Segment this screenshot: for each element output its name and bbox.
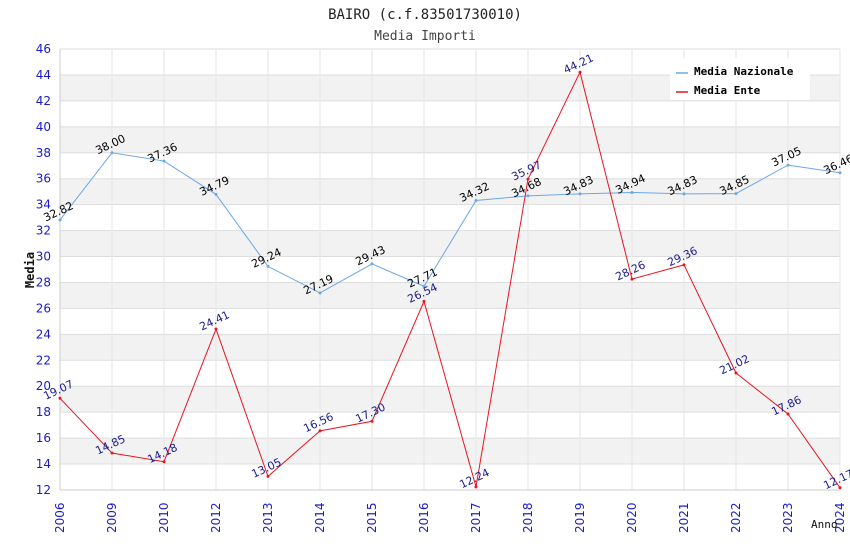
data-point-media-nazionale-2022 — [734, 192, 738, 196]
y-tick-label: 22 — [36, 353, 51, 367]
grid-band — [60, 178, 840, 205]
legend-label-media-nazionale: Media Nazionale — [694, 65, 794, 78]
x-tick-label-2014: 2014 — [313, 502, 327, 533]
x-tick-label-2015: 2015 — [365, 502, 379, 533]
x-tick-label-2019: 2019 — [573, 502, 587, 533]
data-point-media-ente-2019 — [578, 70, 582, 74]
x-tick-label-2016: 2016 — [417, 502, 431, 533]
data-point-media-ente-2015 — [370, 419, 374, 423]
y-tick-label: 18 — [36, 405, 51, 419]
data-point-media-ente-2016 — [422, 299, 426, 303]
x-tick-label-2021: 2021 — [677, 502, 691, 533]
y-tick-label: 30 — [36, 250, 51, 264]
data-point-media-nazionale-2019 — [578, 192, 582, 196]
chart-subtitle: Media Importi — [374, 29, 476, 44]
x-tick-label-2006: 2006 — [53, 502, 67, 533]
y-tick-labels: 12 14 16 18 20 22 24 26 28 30 32 34 36 38 40 42 44 46 — [36, 42, 51, 497]
y-tick-label: 32 — [36, 224, 51, 238]
grid-band — [60, 126, 840, 153]
grid-band — [60, 464, 840, 490]
x-tick-label-2013: 2013 — [261, 502, 275, 533]
x-tick-label-2017: 2017 — [469, 502, 483, 533]
data-point-media-nazionale-2016 — [422, 284, 426, 288]
x-tick-label-2018: 2018 — [521, 502, 535, 533]
data-point-media-nazionale-2020 — [630, 190, 634, 194]
data-point-media-nazionale-2023 — [786, 163, 790, 167]
grid-band — [60, 334, 840, 361]
y-tick-label: 34 — [36, 198, 51, 212]
data-point-media-nazionale-2017 — [474, 198, 478, 202]
x-tick-label-2023: 2023 — [781, 502, 795, 533]
y-tick-label: 36 — [36, 172, 51, 186]
series-line-media-nazionale — [59, 152, 841, 294]
x-tick-label-2022: 2022 — [729, 502, 743, 533]
y-tick-label: 12 — [36, 483, 51, 497]
data-point-media-nazionale-2006 — [58, 218, 62, 222]
y-tick-label: 14 — [36, 457, 51, 471]
legend-box — [670, 58, 810, 100]
chart-title: BAIRO (c.f.83501730010) — [328, 7, 522, 23]
grid-band — [60, 100, 840, 127]
x-tick-labels: 2006 2009 2010 2012 2013 2014 2015 2016 2017 2018… — [53, 502, 847, 533]
grid-band — [60, 360, 840, 387]
y-tick-label: 26 — [36, 301, 51, 315]
x-tick-label-2012: 2012 — [209, 502, 223, 533]
y-tick-label: 16 — [36, 431, 51, 445]
data-point-media-ente-2014 — [318, 429, 322, 433]
y-tick-label: 28 — [36, 275, 51, 289]
grid-bands — [60, 49, 840, 490]
data-point-media-nazionale-2024 — [838, 171, 842, 175]
data-point-media-ente-2010 — [162, 460, 166, 464]
data-point-media-ente-2023 — [786, 412, 790, 416]
data-point-media-ente-2009 — [110, 451, 114, 455]
y-tick-label: 42 — [36, 94, 51, 108]
y-tick-label: 20 — [36, 379, 51, 393]
grid-band — [60, 152, 840, 179]
grid-band — [60, 308, 840, 335]
data-point-media-ente-2013 — [266, 474, 270, 478]
grid-band — [60, 282, 840, 309]
series-line-media-ente — [59, 70, 841, 489]
data-point-media-ente-2006 — [58, 396, 62, 400]
series-lines — [58, 70, 842, 490]
y-tick-label: 24 — [36, 327, 51, 341]
data-point-media-ente-2022 — [734, 371, 738, 375]
data-point-media-nazionale-2014 — [318, 291, 322, 295]
y-tick-label: 46 — [36, 42, 51, 56]
x-tick-label-2009: 2009 — [105, 502, 119, 533]
data-point-media-nazionale-2018 — [526, 194, 530, 198]
data-point-media-ente-2024 — [838, 486, 842, 490]
grid-band — [60, 256, 840, 283]
data-point-media-nazionale-2010 — [162, 159, 166, 163]
legend: Media Nazionale Media Ente — [670, 58, 810, 100]
data-point-media-ente-2012 — [214, 327, 218, 331]
x-tick-label-2010: 2010 — [157, 502, 171, 533]
data-point-media-nazionale-2009 — [110, 151, 114, 155]
grid-band — [60, 438, 840, 465]
grid-band — [60, 204, 840, 231]
data-point-media-ente-2017 — [474, 485, 478, 489]
x-tick-label-2020: 2020 — [625, 502, 639, 533]
x-axis-label: Anno — [811, 518, 838, 531]
x-tick-label-2024: 2024 — [833, 502, 847, 533]
data-point-media-ente-2021 — [682, 263, 686, 267]
y-tick-label: 44 — [36, 68, 51, 82]
data-point-media-nazionale-2015 — [370, 262, 374, 266]
data-point-media-nazionale-2021 — [682, 192, 686, 196]
grid-band — [60, 386, 840, 413]
data-point-media-ente-2020 — [630, 277, 634, 281]
legend-label-media-ente: Media Ente — [694, 84, 761, 97]
y-axis-label: Media — [23, 252, 37, 288]
data-point-media-ente-2018 — [526, 177, 530, 181]
y-tick-label: 40 — [36, 120, 51, 134]
data-point-media-nazionale-2013 — [266, 264, 270, 268]
data-point-media-nazionale-2012 — [214, 192, 218, 196]
y-tick-label: 38 — [36, 146, 51, 160]
grid-band — [60, 412, 840, 439]
